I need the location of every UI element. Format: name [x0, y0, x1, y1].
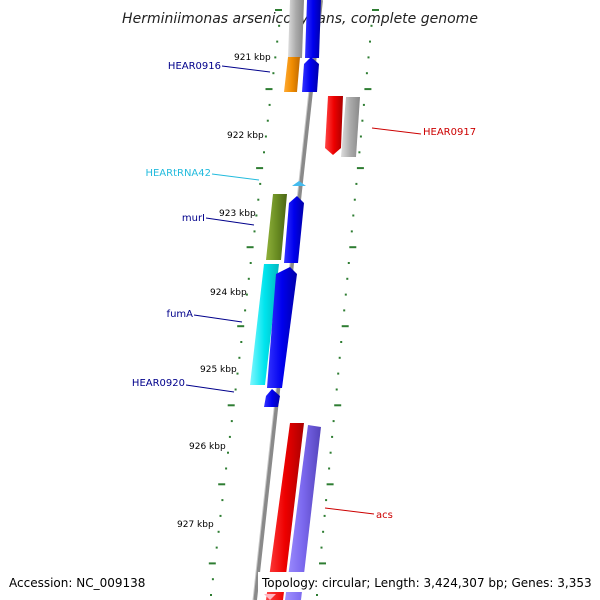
gene-label-acs[interactable]: acs: [376, 510, 393, 521]
gene-hear0916[interactable]: [284, 57, 300, 92]
gene-label-fuma[interactable]: fumA: [167, 309, 194, 320]
gene-label-hear0920[interactable]: HEAR0920: [132, 378, 185, 389]
scale-label: 924 kbp: [210, 288, 247, 298]
footer-accession: Accession: NC_009138: [9, 576, 145, 590]
scale-label: 921 kbp: [234, 53, 271, 63]
gene-acs-purple[interactable]: [285, 425, 321, 600]
scale-label: 923 kbp: [219, 209, 256, 219]
gene-pink-bottom[interactable]: [264, 594, 276, 600]
leader-hear0916: [221, 65, 271, 73]
gene-label-heartrna42[interactable]: HEARtRNA42: [145, 168, 211, 179]
scale-label: 927 kbp: [177, 520, 214, 530]
leader-heartrna42: [211, 173, 260, 181]
gene-blue-arrow-3[interactable]: [267, 267, 297, 388]
leader-hear0920: [185, 384, 235, 393]
footer-topology: Topology: circular; Length: 3,424,307 bp…: [261, 576, 592, 590]
gene-hear0920[interactable]: [264, 389, 280, 407]
genes: [250, 0, 360, 600]
gene-muri[interactable]: [266, 194, 287, 260]
leader-acs: [324, 507, 375, 515]
gene-hear0917-grey[interactable]: [341, 97, 360, 157]
gene-label-muri[interactable]: murI: [182, 213, 205, 224]
gene-label-hear0917[interactable]: HEAR0917: [423, 127, 476, 138]
gene-fuma[interactable]: [250, 264, 279, 385]
gene-blue-arrow-1[interactable]: [302, 57, 319, 92]
gene-heartrna42[interactable]: [292, 181, 306, 186]
gene-label-hear0916[interactable]: HEAR0916: [168, 61, 221, 72]
gene-acs-red[interactable]: [266, 423, 304, 600]
gene-hear0917-red[interactable]: [325, 96, 343, 155]
scale-label: 925 kbp: [200, 365, 237, 375]
gene-grey-top[interactable]: [288, 0, 304, 58]
scale-label: 922 kbp: [227, 131, 264, 141]
leader-hear0917: [371, 127, 422, 135]
label-leaders: [185, 65, 422, 515]
inner-tick-ring: [208, 9, 282, 596]
gene-blue-arrow-2[interactable]: [284, 196, 304, 263]
leader-fuma: [193, 314, 243, 323]
gene-labels: HEAR0916 HEAR0917 HEARtRNA42 murI fumA H…: [132, 61, 476, 521]
outer-tick-ring: [316, 9, 379, 596]
scale-label: 926 kbp: [189, 442, 226, 452]
footer-topology-bg: [258, 572, 594, 592]
scale-labels: 921 kbp 922 kbp 923 kbp 924 kbp 925 kbp …: [177, 53, 271, 530]
gene-blue-top[interactable]: [305, 0, 321, 58]
leader-muri: [205, 217, 255, 226]
